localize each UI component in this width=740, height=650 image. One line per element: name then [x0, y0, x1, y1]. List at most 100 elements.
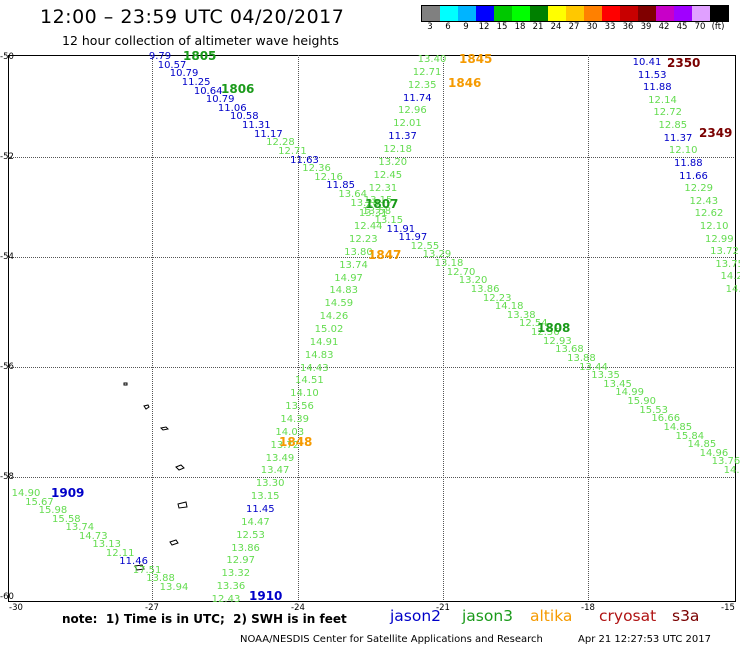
- wave-height-value: 14.47: [241, 516, 270, 528]
- wave-height-value: 14.85: [687, 439, 717, 451]
- wave-height-value: 11.88: [674, 157, 703, 169]
- pass-label-2349: 2349: [699, 126, 733, 140]
- pass-label-2350: 2350: [667, 56, 701, 70]
- grid-line-lat: [8, 477, 734, 478]
- pass-label-1808: 1808: [537, 321, 571, 335]
- scale-swatch: [530, 6, 548, 21]
- scale-label: 24: [550, 22, 562, 32]
- wave-height-value: 10.64: [193, 85, 223, 97]
- wave-height-value: 13.35: [591, 370, 620, 382]
- wave-height-value: 13.94: [159, 582, 189, 593]
- wave-height-value: 13.86: [231, 542, 260, 554]
- wave-height-value: 12.43: [211, 594, 241, 605]
- wave-height-value: 17.51: [132, 564, 162, 576]
- longitude-label: -21: [436, 603, 450, 613]
- map-frame: [8, 55, 736, 602]
- pass-label-1909: 1909: [51, 486, 85, 500]
- wave-height-value: 13.40: [417, 54, 447, 65]
- wave-height-value: 13.28: [350, 197, 380, 209]
- wave-height-value: 11.74: [402, 92, 432, 104]
- scale-swatch: [422, 6, 440, 21]
- legend-jason2: jason2: [390, 607, 442, 625]
- wave-height-value: 11.31: [242, 120, 271, 131]
- grid-line-lon: [588, 55, 589, 600]
- wave-height-value: 12.71: [278, 145, 307, 157]
- latitude-label: -60: [0, 592, 14, 602]
- wave-height-value: 13.20: [458, 275, 488, 287]
- scale-label: 27: [568, 22, 580, 32]
- wave-height-value: 11.37: [663, 132, 693, 144]
- wave-height-value: 11.06: [217, 102, 247, 114]
- wave-height-value: 12.62: [694, 208, 724, 220]
- pass-label-1910: 1910: [249, 589, 283, 603]
- wave-height-value: 12.45: [373, 169, 403, 181]
- legend-jason3: jason3: [462, 607, 514, 625]
- pass-label-1846: 1846: [448, 76, 482, 90]
- wave-height-value: 12.72: [653, 107, 682, 119]
- wave-height-value: 13.45: [603, 378, 632, 390]
- wave-height-value: 14.39: [280, 414, 309, 425]
- wave-height-value: 12.29: [684, 183, 713, 195]
- scale-label: 12: [478, 22, 490, 32]
- latitude-label: -54: [0, 252, 14, 262]
- wave-height-value: 13.18: [434, 258, 464, 269]
- wave-height-value: 13.74: [339, 259, 368, 271]
- grid-line-lon: [298, 55, 299, 600]
- wave-height-value: 14.26: [319, 311, 349, 323]
- wave-height-value: 13.13: [92, 539, 122, 551]
- wave-height-value: 14.03: [275, 426, 305, 438]
- footer-note: note: 1) Time is in UTC; 2) SWH is in fe…: [62, 612, 347, 626]
- latitude-label: -50: [0, 52, 14, 62]
- wave-height-value: 12.97: [226, 555, 256, 567]
- page-subtitle: 12 hour collection of altimeter wave hei…: [62, 33, 339, 48]
- grid-line-lon: [152, 55, 153, 600]
- wave-height-value: 13.15: [363, 195, 393, 207]
- wave-height-value: 13.58: [362, 206, 392, 218]
- wave-height-value: 11.46: [119, 556, 148, 568]
- wave-height-value: 10.57: [157, 59, 187, 71]
- wave-height-value: 10.58: [229, 111, 259, 123]
- scale-swatch: [566, 6, 584, 21]
- wave-height-value: 12.96: [398, 105, 427, 117]
- wave-height-value: 13.47: [260, 465, 290, 477]
- scale-label: 45: [676, 22, 688, 32]
- footer-timestamp: Apr 21 12:27:53 UTC 2017: [578, 634, 711, 645]
- wave-height-value: 13.64: [338, 189, 367, 200]
- wave-height-value: 10.79: [205, 94, 235, 106]
- wave-height-value: 13.32: [221, 568, 251, 580]
- scale-swatch: [638, 6, 656, 21]
- wave-height-value: 12.18: [383, 144, 412, 155]
- legend-altika: altika: [530, 607, 573, 625]
- wave-height-value: 12.10: [699, 220, 729, 232]
- wave-height-value: 14.26: [725, 284, 740, 295]
- grid-line-lat: [8, 257, 734, 258]
- longitude-label: -27: [145, 603, 159, 613]
- scale-swatch: [548, 6, 566, 21]
- wave-height-value: 10.79: [169, 68, 199, 80]
- wave-height-value: 13.80: [344, 246, 373, 258]
- pass-label-1847: 1847: [368, 248, 402, 262]
- wave-height-value: 13.30: [255, 478, 285, 490]
- pass-label-1848: 1848: [279, 435, 313, 449]
- wave-height-value: 12.55: [410, 240, 440, 252]
- color-scale-labels: 3 6 9 12 15 18 21 24 27 30 33 36 39 42 45 70 (ft): [421, 22, 727, 34]
- scale-swatch: [494, 6, 512, 21]
- wave-height-value: 11.45: [246, 504, 275, 515]
- scale-label: 70: [694, 22, 706, 32]
- scale-swatch: [710, 6, 728, 21]
- scale-label: 30: [586, 22, 598, 32]
- wave-height-value: 13.88: [146, 573, 175, 585]
- wave-height-value: 15.98: [38, 505, 68, 517]
- wave-height-value: 12.10: [668, 145, 698, 157]
- wave-height-value: 13.56: [285, 401, 314, 413]
- footer-credit: NOAA/NESDIS Center for Satellite Applica…: [240, 634, 543, 645]
- wave-height-value: 13.20: [378, 156, 408, 168]
- wave-height-value: 11.91: [386, 223, 416, 235]
- wave-height-value: 12.11: [105, 547, 135, 559]
- wave-height-value: 14.96: [699, 447, 729, 459]
- wave-height-value: 11.88: [643, 82, 672, 94]
- scale-label: 36: [622, 22, 634, 32]
- wave-height-value: 15.84: [675, 430, 705, 442]
- wave-height-value: 13.36: [216, 581, 246, 593]
